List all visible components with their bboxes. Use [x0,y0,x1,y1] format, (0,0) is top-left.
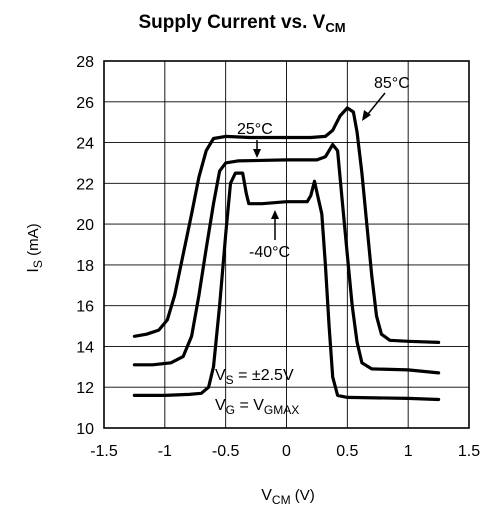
chart-title-main: Supply Current vs. V [138,12,325,33]
x-axis-label-sub: CM [272,493,291,507]
annotation-vs-rest: = ±2.5V [234,367,294,384]
annotation-85c: 85°C [374,75,410,92]
x-tick-label: 1 [404,443,413,460]
chart-title-sub: CM [325,20,345,35]
plot-frame [103,60,470,429]
annotation-vg-mid: = V [235,397,264,414]
series-line-2 [132,171,441,402]
y-tick-label: 12 [76,380,94,397]
y-axis-label-rest: (mA) [25,223,42,260]
x-tick-label: 0 [282,443,291,460]
annotations: 85°C 25°C -40°C VS = ±2.5V VG = VGMAX [215,75,410,417]
annotation-vg: VG = VGMAX [215,397,299,417]
x-tick-label: -1 [158,443,172,460]
series-line-1 [132,143,441,375]
annotation-minus40c: -40°C [249,244,290,261]
x-axis-label-main: V [261,487,272,504]
annotation-85c-arrowhead [362,110,371,121]
annotation-vg-main: V [215,397,226,414]
y-tick-labels: 10 12 14 16 18 20 22 24 26 28 [76,54,94,438]
y-axis-label-sub: S [31,260,45,268]
series-line-0 [132,106,441,344]
y-tick-label: 24 [76,136,94,153]
y-tick-label: 20 [76,217,94,234]
y-tick-label: 22 [76,176,94,193]
chart-title: Supply Current vs. VCM [138,12,345,35]
x-axis-label-rest: (V) [291,487,315,504]
annotation-vg-sub2: GMAX [264,403,299,417]
y-axis-label-main: I [25,268,42,272]
y-tick-label: 14 [76,339,94,356]
annotation-vs-main: V [215,367,226,384]
x-tick-labels: -1.5 -1 -0.5 0 0.5 1 1.5 [90,443,480,460]
annotation-vs-sub: S [226,373,234,387]
y-tick-label: 26 [76,95,94,112]
x-tick-label: 0.5 [336,443,358,460]
y-tick-label: 28 [76,54,94,71]
annotation-85c-arrow-line [367,92,386,115]
x-axis-label: VCM (V) [261,487,315,507]
annotation-minus40c-arrowhead [271,210,279,219]
annotation-vs: VS = ±2.5V [215,367,294,387]
annotation-vg-sub: G [226,403,235,417]
x-tick-label: -1.5 [90,443,118,460]
y-tick-label: 18 [76,258,94,275]
y-axis-label: IS (mA) [25,223,45,272]
x-tick-label: -0.5 [212,443,240,460]
y-tick-label: 10 [76,421,94,438]
annotation-25c: 25°C [237,121,273,138]
x-tick-label: 1.5 [458,443,480,460]
y-tick-label: 16 [76,299,94,316]
annotation-25c-arrowhead [253,149,261,158]
series-group [132,106,441,402]
